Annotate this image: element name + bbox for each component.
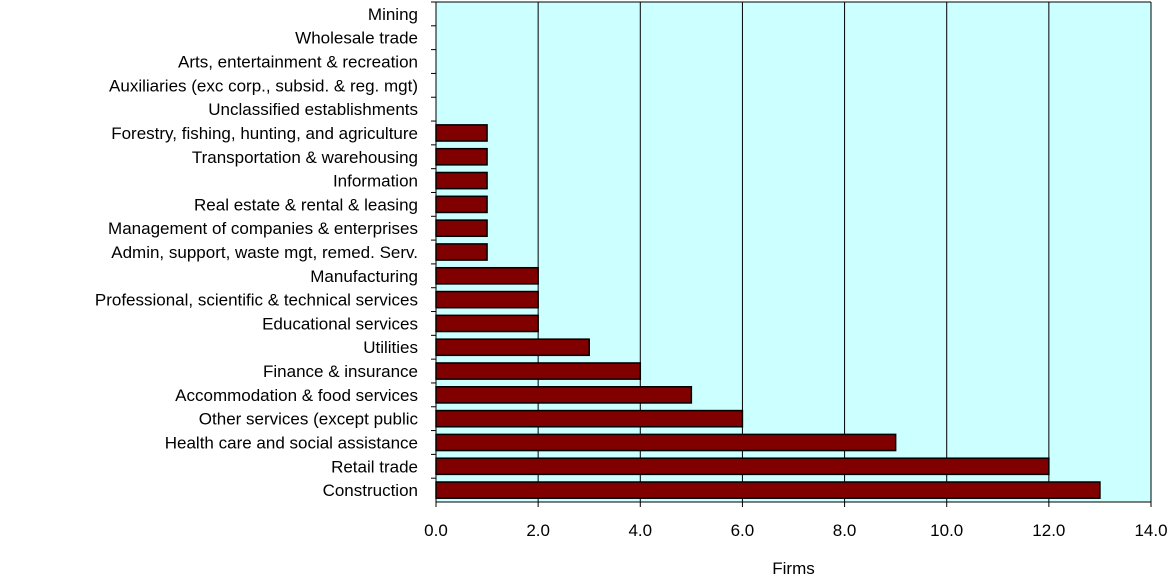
category-label: Construction <box>323 481 418 500</box>
bars <box>435 124 1101 499</box>
category-label: Finance & insurance <box>263 362 418 381</box>
category-label: Transportation & warehousing <box>192 148 418 167</box>
x-tick-label: 4.0 <box>628 521 652 540</box>
category-label: Other services (except public <box>199 410 419 429</box>
x-tick-label: 6.0 <box>731 521 755 540</box>
x-tick-labels: 0.0 2.0 4.0 6.0 8.0 10.0 12.0 14.0 <box>424 521 1167 540</box>
category-label: Wholesale trade <box>295 29 418 48</box>
category-label: Professional, scientific & technical ser… <box>95 291 418 310</box>
bar <box>435 338 590 357</box>
category-label: Admin, support, waste mgt, remed. Serv. <box>111 243 418 262</box>
category-label: Accommodation & food services <box>175 386 418 405</box>
bar <box>435 124 488 142</box>
category-label: Information <box>333 172 418 191</box>
bar <box>435 290 539 309</box>
category-labels: Mining Wholesale trade Arts, entertainment… <box>95 5 419 500</box>
bar <box>435 409 744 428</box>
x-tick-label: 0.0 <box>424 521 448 540</box>
x-tick-label: 14.0 <box>1134 521 1167 540</box>
category-label: Arts, entertainment & recreation <box>178 53 418 72</box>
x-axis-title: Firms <box>772 559 814 578</box>
category-label: Mining <box>368 5 418 24</box>
bar <box>435 219 488 238</box>
category-label: Forestry, fishing, hunting, and agricult… <box>111 124 418 143</box>
bar <box>435 314 539 333</box>
bar <box>435 386 693 404</box>
category-label: Health care and social assistance <box>165 433 418 452</box>
x-tick-label: 8.0 <box>833 521 857 540</box>
category-label: Educational services <box>262 314 418 333</box>
bar <box>435 195 488 214</box>
bar <box>435 457 1050 476</box>
category-label: Retail trade <box>331 457 418 476</box>
bar <box>435 171 488 190</box>
bar <box>435 147 488 166</box>
category-label: Management of companies & enterprises <box>108 219 418 238</box>
category-label: Auxiliaries (exc corp., subsid. & reg. m… <box>109 76 418 95</box>
x-tick-label: 12.0 <box>1032 521 1065 540</box>
bar <box>435 433 897 452</box>
bar <box>435 243 488 261</box>
category-label: Real estate & rental & leasing <box>194 195 418 214</box>
bar <box>435 266 539 285</box>
bar <box>435 481 1101 499</box>
x-tick-label: 2.0 <box>526 521 550 540</box>
category-label: Manufacturing <box>310 267 418 286</box>
axes <box>431 1 1152 507</box>
x-tick-label: 10.0 <box>930 521 963 540</box>
category-label: Unclassified establishments <box>208 100 418 119</box>
bar <box>435 362 642 380</box>
category-label: Utilities <box>363 338 418 357</box>
